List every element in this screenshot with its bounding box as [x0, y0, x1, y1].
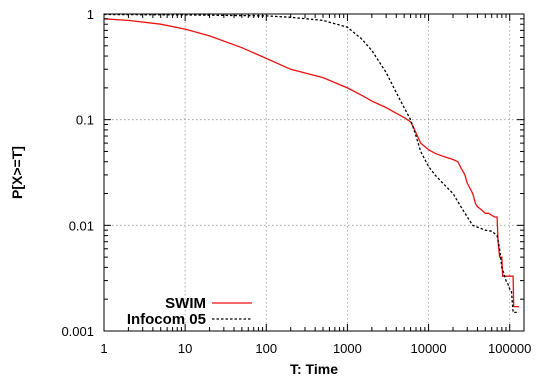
x-tick-label: 1000 [333, 341, 362, 356]
x-tick-label: 1 [100, 341, 107, 356]
x-axis-title: T: Time [290, 361, 338, 377]
x-tick-label: 10000 [410, 341, 446, 356]
y-tick-label: 0.01 [69, 218, 94, 233]
plot-frame [103, 13, 525, 332]
tick-layer: 1 10 100 1000 10000 100000 1 0.1 0.01 0.001 [61, 7, 531, 356]
y-tick-label: 1 [87, 7, 94, 22]
legend-label-swim: SWIM [165, 295, 206, 312]
series-line-infocom-05 [103, 13, 519, 314]
y-tick-label: 0.1 [76, 113, 94, 128]
series-layer [103, 13, 519, 314]
series-line-swim [103, 18, 519, 308]
x-tick-label: 100000 [488, 341, 531, 356]
grid-layer [103, 13, 524, 332]
y-tick-label: 0.001 [61, 324, 94, 339]
x-tick-label: 100 [255, 341, 277, 356]
x-tick-label: 10 [178, 341, 192, 356]
legend-label-infocom-05: Infocom 05 [127, 311, 206, 328]
y-axis-title: P[X>=T] [9, 146, 25, 199]
